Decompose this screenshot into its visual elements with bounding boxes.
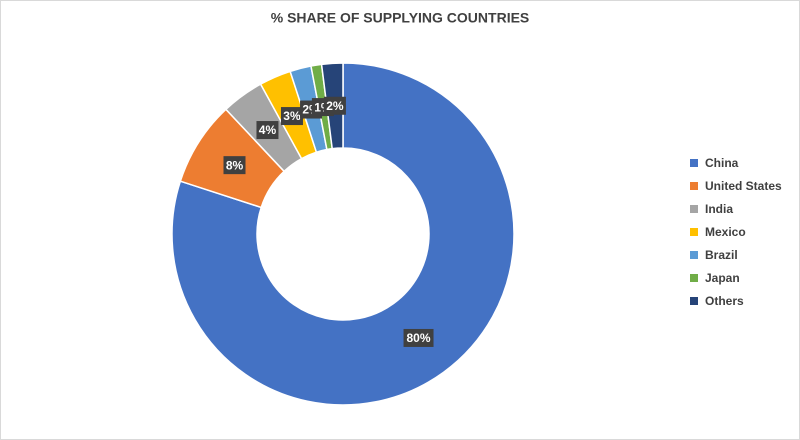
data-label: 4%: [259, 123, 277, 137]
legend-label: Mexico: [705, 225, 746, 239]
legend-label: Japan: [705, 271, 740, 285]
donut-slice: [171, 62, 515, 406]
data-label: 80%: [407, 331, 431, 345]
data-label: 3%: [283, 109, 301, 123]
data-label: 2%: [326, 99, 344, 113]
legend-marker: [690, 251, 698, 259]
legend-marker: [690, 274, 698, 282]
data-label-box: [256, 121, 279, 140]
legend-label: India: [705, 202, 733, 216]
legend-label: Others: [705, 294, 744, 308]
data-label-box: [323, 96, 346, 115]
legend-marker: [690, 228, 698, 236]
legend-label: Brazil: [705, 248, 738, 262]
chart-title: % SHARE OF SUPPLYING COUNTRIES: [271, 10, 530, 26]
data-label-box: [280, 107, 303, 126]
legend-marker: [690, 159, 698, 167]
data-label-box: [403, 328, 434, 347]
legend-marker: [690, 182, 698, 190]
data-label: 8%: [226, 158, 244, 172]
legend-label: United States: [705, 179, 782, 193]
legend-marker: [690, 205, 698, 213]
data-label-box: [223, 156, 246, 175]
legend-marker: [690, 297, 698, 305]
legend-label: China: [705, 156, 739, 170]
